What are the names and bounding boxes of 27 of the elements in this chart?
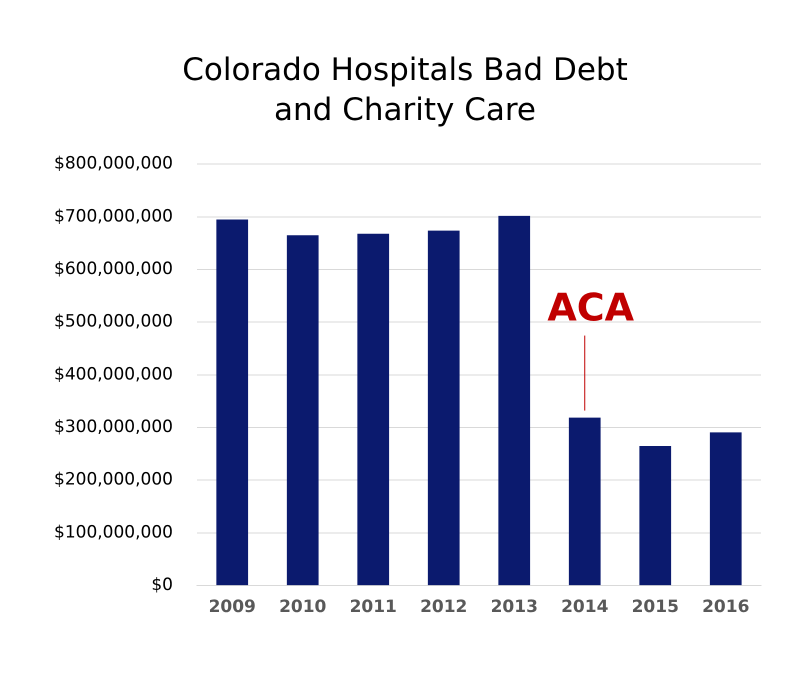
x-tick-label: 2015 [632, 597, 679, 618]
x-tick-label: 2014 [561, 597, 609, 618]
y-tick-label: $200,000,000 [54, 470, 173, 490]
bar [286, 235, 319, 586]
bar [639, 446, 672, 586]
y-tick-label: $100,000,000 [54, 522, 173, 542]
bar [357, 234, 390, 586]
bar [428, 230, 460, 586]
x-tick-label: 2012 [420, 597, 468, 618]
x-tick-label: 2011 [350, 597, 397, 618]
annotation: ACA [547, 286, 635, 330]
y-tick-label: $300,000,000 [54, 416, 173, 437]
bar [710, 432, 742, 586]
y-tick-label: $700,000,000 [54, 206, 173, 226]
chart-title: Colorado Hospitals Bad Debt and Charity Care [181, 51, 629, 130]
y-tick-label: $0 [151, 575, 173, 596]
x-tick-label: 2009 [208, 597, 256, 618]
bar [216, 220, 248, 586]
x-tick-label: 2013 [490, 597, 538, 618]
y-tick-label: $600,000,000 [54, 258, 173, 279]
bar [568, 418, 601, 586]
bar [498, 216, 530, 586]
x-tick-label: 2016 [702, 597, 750, 618]
x-tick-label: 2010 [279, 597, 327, 618]
y-tick-label: $800,000,000 [54, 154, 173, 174]
y-tick-label: $400,000,000 [54, 364, 173, 384]
y-tick-label: $500,000,000 [54, 312, 173, 332]
